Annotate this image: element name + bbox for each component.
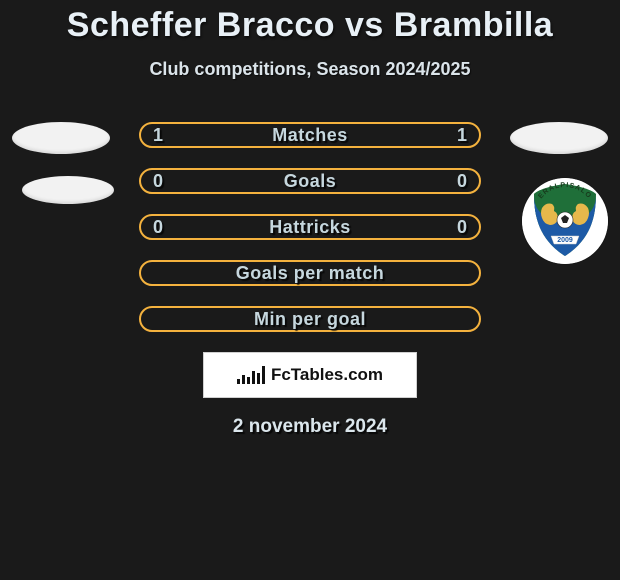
page-title: Scheffer Bracco vs Brambilla (0, 0, 620, 45)
page-root: Scheffer Bracco vs Brambilla Club compet… (0, 0, 620, 580)
stat-row-goals-per-match: Goals per match (0, 260, 620, 286)
fctables-logo[interactable]: FcTables.com (203, 352, 417, 398)
stat-label: Matches (272, 125, 348, 146)
stat-label: Goals per match (236, 263, 385, 284)
stat-pill: Goals per match (139, 260, 481, 286)
bar-chart-icon (237, 366, 265, 384)
logo-text: FcTables.com (271, 365, 383, 385)
stat-right-value: 1 (457, 125, 467, 146)
stat-row-goals: 0 Goals 0 (0, 168, 620, 194)
page-subtitle: Club competitions, Season 2024/2025 (0, 59, 620, 80)
stat-left-value: 0 (153, 217, 163, 238)
stat-row-min-per-goal: Min per goal (0, 306, 620, 332)
stat-left-value: 0 (153, 171, 163, 192)
stat-label: Min per goal (254, 309, 366, 330)
stat-pill: 0 Goals 0 (139, 168, 481, 194)
stat-label: Goals (284, 171, 337, 192)
stat-row-hattricks: 0 Hattricks 0 (0, 214, 620, 240)
stat-row-matches: 1 Matches 1 (0, 122, 620, 148)
footer-date: 2 november 2024 (0, 416, 620, 438)
stat-pill: 0 Hattricks 0 (139, 214, 481, 240)
stat-pill: 1 Matches 1 (139, 122, 481, 148)
stats-block: 1 Matches 1 0 Goals 0 0 Hattricks 0 Goal… (0, 122, 620, 332)
stat-right-value: 0 (457, 171, 467, 192)
stat-right-value: 0 (457, 217, 467, 238)
stat-left-value: 1 (153, 125, 163, 146)
stat-pill: Min per goal (139, 306, 481, 332)
stat-label: Hattricks (269, 217, 351, 238)
